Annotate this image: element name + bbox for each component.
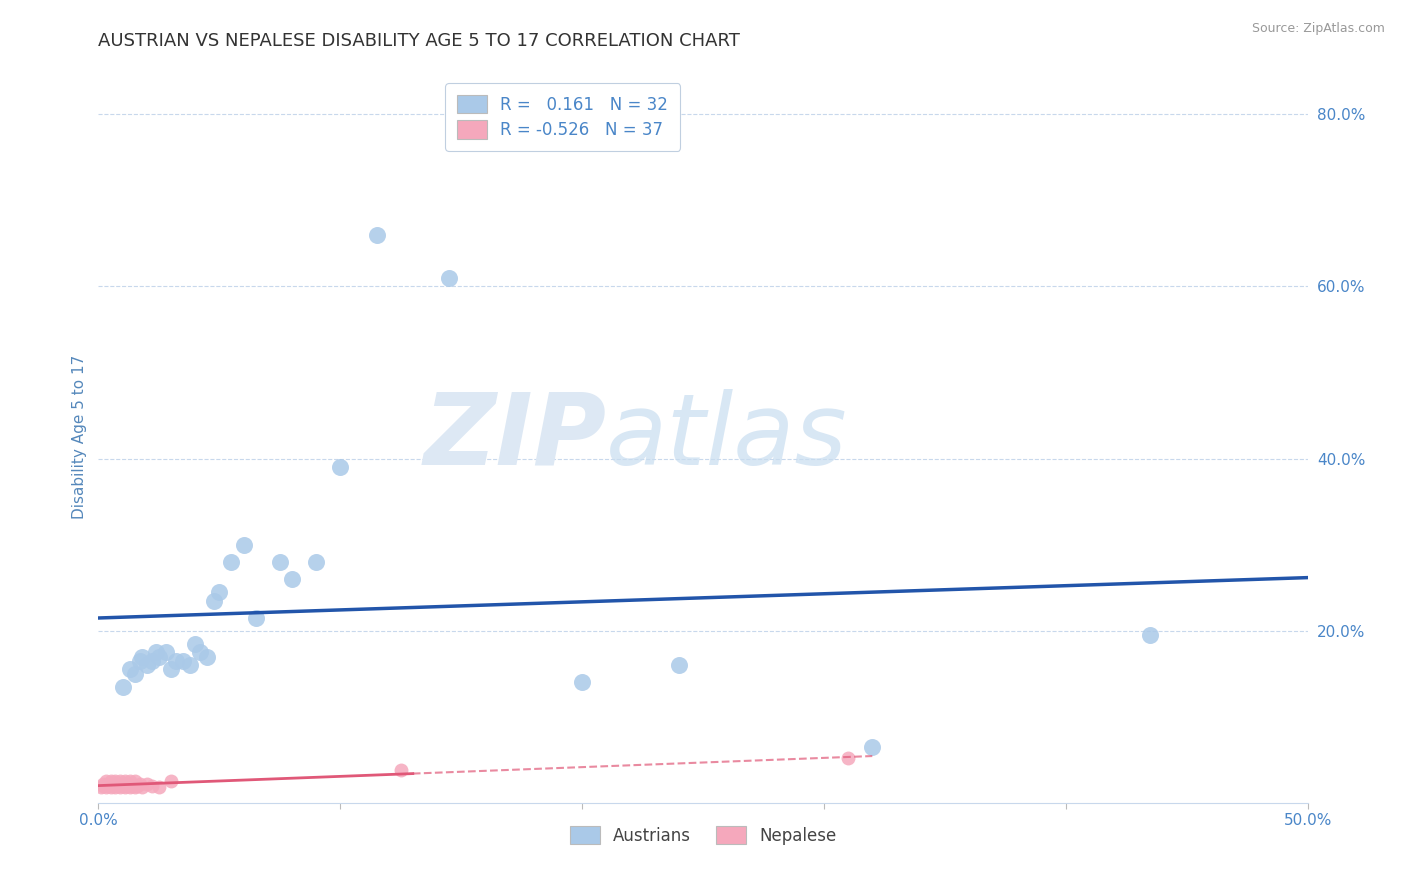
Point xyxy=(172,654,194,668)
Point xyxy=(141,654,163,668)
Point xyxy=(104,780,127,795)
Point xyxy=(668,658,690,673)
Text: atlas: atlas xyxy=(606,389,848,485)
Point xyxy=(141,779,163,793)
Point xyxy=(571,675,593,690)
Point xyxy=(107,777,129,791)
Point xyxy=(195,649,218,664)
Point xyxy=(281,572,304,586)
Text: AUSTRIAN VS NEPALESE DISABILITY AGE 5 TO 17 CORRELATION CHART: AUSTRIAN VS NEPALESE DISABILITY AGE 5 TO… xyxy=(98,32,741,50)
Point xyxy=(107,779,129,793)
Point xyxy=(145,645,167,659)
Point xyxy=(128,654,150,668)
Point xyxy=(837,751,859,765)
Point xyxy=(329,460,352,475)
Point xyxy=(179,658,201,673)
Point xyxy=(389,763,412,777)
Point xyxy=(437,271,460,285)
Point xyxy=(117,777,139,791)
Point xyxy=(204,593,226,607)
Legend: Austrians, Nepalese: Austrians, Nepalese xyxy=(561,818,845,853)
Point xyxy=(94,774,117,789)
Point xyxy=(221,555,243,569)
Point xyxy=(160,662,183,676)
Point xyxy=(97,779,120,793)
Point xyxy=(97,777,120,791)
Point xyxy=(100,774,122,789)
Point xyxy=(111,779,134,793)
Point xyxy=(108,774,131,789)
Point xyxy=(135,777,157,791)
Point xyxy=(124,666,146,681)
Point xyxy=(128,777,150,791)
Point xyxy=(165,654,187,668)
Point xyxy=(118,780,141,795)
Point xyxy=(91,777,114,791)
Point xyxy=(305,555,328,569)
Point xyxy=(108,780,131,795)
Point xyxy=(232,538,254,552)
Point xyxy=(127,779,149,793)
Point xyxy=(135,658,157,673)
Point xyxy=(111,680,134,694)
Point xyxy=(101,779,124,793)
Point xyxy=(1139,628,1161,642)
Point xyxy=(124,774,146,789)
Point xyxy=(121,779,143,793)
Point xyxy=(269,555,291,569)
Point xyxy=(91,779,114,793)
Point xyxy=(124,780,146,795)
Point xyxy=(148,780,170,795)
Point xyxy=(184,637,207,651)
Point xyxy=(118,774,141,789)
Point xyxy=(117,779,139,793)
Point xyxy=(131,780,153,795)
Y-axis label: Disability Age 5 to 17: Disability Age 5 to 17 xyxy=(72,355,87,519)
Point xyxy=(118,662,141,676)
Point xyxy=(94,780,117,795)
Point xyxy=(245,611,267,625)
Point xyxy=(114,774,136,789)
Point xyxy=(208,585,231,599)
Point xyxy=(131,649,153,664)
Point xyxy=(111,777,134,791)
Text: Source: ZipAtlas.com: Source: ZipAtlas.com xyxy=(1251,22,1385,36)
Point xyxy=(148,649,170,664)
Point xyxy=(90,780,112,795)
Point xyxy=(101,777,124,791)
Point xyxy=(188,645,211,659)
Point xyxy=(160,774,183,789)
Point xyxy=(860,739,883,754)
Point xyxy=(100,780,122,795)
Text: ZIP: ZIP xyxy=(423,389,606,485)
Point xyxy=(366,227,388,242)
Point xyxy=(104,774,127,789)
Point xyxy=(114,780,136,795)
Point xyxy=(155,645,177,659)
